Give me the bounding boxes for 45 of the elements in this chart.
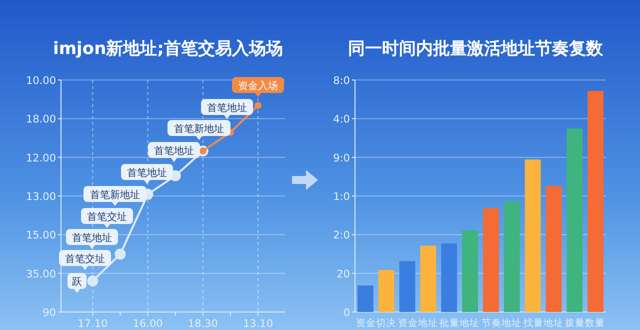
annotation: 首笔新地址 <box>174 123 224 135</box>
x-tick-label: 13.10 <box>242 318 274 330</box>
callout: 首笔新地址 <box>84 186 146 206</box>
x-tick-label: 资金地址 <box>398 317 438 329</box>
text: 20 <box>336 268 350 280</box>
x-tick-label: 资金切决 <box>356 317 396 329</box>
x-tick-label: 节奏地址 <box>481 317 522 329</box>
annotation: 首笔地址 <box>72 232 112 244</box>
text: 10.00 <box>26 75 56 87</box>
annotation: 跃 <box>72 276 82 288</box>
annotation: 首笔交址 <box>87 211 127 223</box>
text: 0 <box>343 307 350 319</box>
annotation: 首笔地址 <box>154 145 194 157</box>
callout: 首笔交址 <box>59 250 111 270</box>
annotation: 首笔地址 <box>127 167 167 179</box>
callout: 首笔地址 <box>201 99 253 119</box>
x-tick-label: 拨量数量 <box>565 317 606 329</box>
x-tick-label: 批量地址 <box>440 317 480 329</box>
text: 15.00 <box>26 230 56 242</box>
text: 4:0 <box>333 114 350 126</box>
chart-title: 同一时间内批量激活地址节奏复数 <box>348 39 604 59</box>
annotation: 首笔地址 <box>207 102 247 114</box>
callout: 首笔新地址 <box>168 120 230 140</box>
x-tick-label: 18.30 <box>188 318 218 330</box>
annotation: 首笔新地址 <box>90 189 140 201</box>
text: 18.00 <box>26 114 56 126</box>
callout: 首笔地址 <box>121 164 173 184</box>
text: 8:0 <box>333 75 350 87</box>
x-tick-label: 16.00 <box>132 318 163 330</box>
callout: 跃 <box>68 273 86 293</box>
text: 12.00 <box>26 152 56 164</box>
text: 2:0 <box>333 230 350 242</box>
text: 1:0 <box>333 191 350 203</box>
text: 90 <box>42 307 56 319</box>
annotation: 首笔交址 <box>65 253 105 265</box>
x-tick-label: 找量地址 <box>522 317 564 329</box>
x-tick-label: 17.10 <box>78 318 108 330</box>
text: 35.00 <box>26 268 56 280</box>
callout: 首笔地址 <box>66 229 118 249</box>
callout: 首笔交址 <box>81 208 133 228</box>
text: 13.00 <box>26 191 56 203</box>
chart-title: imjon新地址;首笔交易入场场 <box>53 39 283 59</box>
callout: 首笔地址 <box>148 142 200 162</box>
callout: 资金入场 <box>232 77 284 97</box>
text: 9:0 <box>333 152 350 164</box>
